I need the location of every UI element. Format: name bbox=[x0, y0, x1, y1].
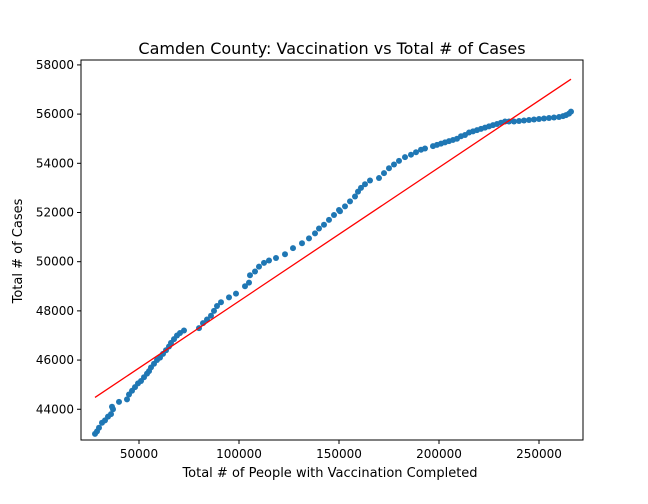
data-point bbox=[218, 299, 224, 306]
data-point bbox=[386, 165, 392, 172]
data-points bbox=[92, 108, 574, 437]
data-point bbox=[546, 115, 552, 122]
x-tick-label: 200000 bbox=[416, 447, 462, 461]
data-point bbox=[290, 245, 296, 252]
data-point bbox=[214, 302, 220, 309]
data-point bbox=[391, 161, 397, 168]
data-point bbox=[367, 177, 373, 184]
data-point bbox=[108, 411, 114, 418]
data-point bbox=[312, 230, 318, 237]
data-point bbox=[273, 254, 279, 261]
data-point bbox=[551, 114, 557, 121]
data-point bbox=[526, 117, 532, 124]
data-point bbox=[413, 149, 419, 156]
data-point bbox=[362, 181, 368, 188]
data-point bbox=[316, 225, 322, 232]
y-tick-label: 44000 bbox=[36, 402, 74, 416]
data-point bbox=[299, 240, 305, 247]
data-point bbox=[541, 115, 547, 122]
data-point bbox=[321, 221, 327, 228]
data-point bbox=[331, 211, 337, 218]
y-tick-label: 54000 bbox=[36, 156, 74, 170]
data-point bbox=[347, 198, 353, 205]
data-point bbox=[233, 290, 239, 297]
data-point bbox=[408, 151, 414, 158]
x-axis-label: Total # of People with Vaccination Compl… bbox=[181, 466, 477, 481]
data-point bbox=[181, 327, 187, 334]
y-tick-label: 46000 bbox=[36, 353, 74, 367]
data-point bbox=[261, 259, 267, 266]
data-point bbox=[536, 116, 542, 123]
chart-title: Camden County: Vaccination vs Total # of… bbox=[138, 39, 525, 58]
axes-frame bbox=[80, 59, 584, 441]
data-point bbox=[342, 203, 348, 210]
data-point bbox=[381, 170, 387, 177]
data-point bbox=[531, 116, 537, 123]
data-point bbox=[246, 279, 252, 286]
data-point bbox=[521, 117, 527, 124]
y-tick-label: 48000 bbox=[36, 304, 74, 318]
x-tick-label: 250000 bbox=[516, 447, 562, 461]
data-point bbox=[242, 283, 248, 290]
data-point bbox=[358, 184, 364, 191]
trendline bbox=[94, 78, 572, 398]
y-axis-label: Total # of Cases bbox=[11, 198, 26, 304]
data-point bbox=[396, 157, 402, 164]
y-tick-label: 52000 bbox=[36, 205, 74, 219]
trendline-group bbox=[94, 78, 572, 398]
data-point bbox=[109, 403, 115, 410]
y-axis-ticks: 44000 46000 48000 50000 52000 54000 56000 58000 bbox=[36, 58, 81, 416]
x-axis-ticks: 50000 100000 150000 200000 250000 bbox=[120, 440, 562, 461]
data-point bbox=[256, 263, 262, 270]
data-point bbox=[422, 145, 428, 152]
x-tick-label: 150000 bbox=[316, 447, 362, 461]
data-point bbox=[226, 294, 232, 301]
data-point bbox=[124, 396, 130, 403]
data-point bbox=[352, 193, 358, 200]
y-tick-label: 50000 bbox=[36, 255, 74, 269]
data-point bbox=[326, 216, 332, 223]
data-point bbox=[252, 268, 258, 275]
data-point bbox=[376, 175, 382, 182]
data-point bbox=[516, 118, 522, 124]
data-point bbox=[402, 154, 408, 161]
data-point bbox=[96, 424, 102, 431]
data-point bbox=[116, 398, 122, 405]
y-tick-label: 58000 bbox=[36, 58, 74, 72]
x-tick-label: 100000 bbox=[216, 447, 262, 461]
data-point bbox=[511, 118, 517, 125]
data-point bbox=[247, 272, 253, 279]
data-point bbox=[208, 312, 214, 319]
data-point bbox=[266, 257, 272, 264]
y-tick-label: 56000 bbox=[36, 107, 74, 121]
data-point bbox=[568, 108, 574, 115]
data-point bbox=[337, 208, 343, 215]
data-point bbox=[306, 235, 312, 242]
data-point bbox=[282, 251, 288, 258]
data-point bbox=[211, 307, 217, 314]
x-tick-label: 50000 bbox=[120, 447, 158, 461]
